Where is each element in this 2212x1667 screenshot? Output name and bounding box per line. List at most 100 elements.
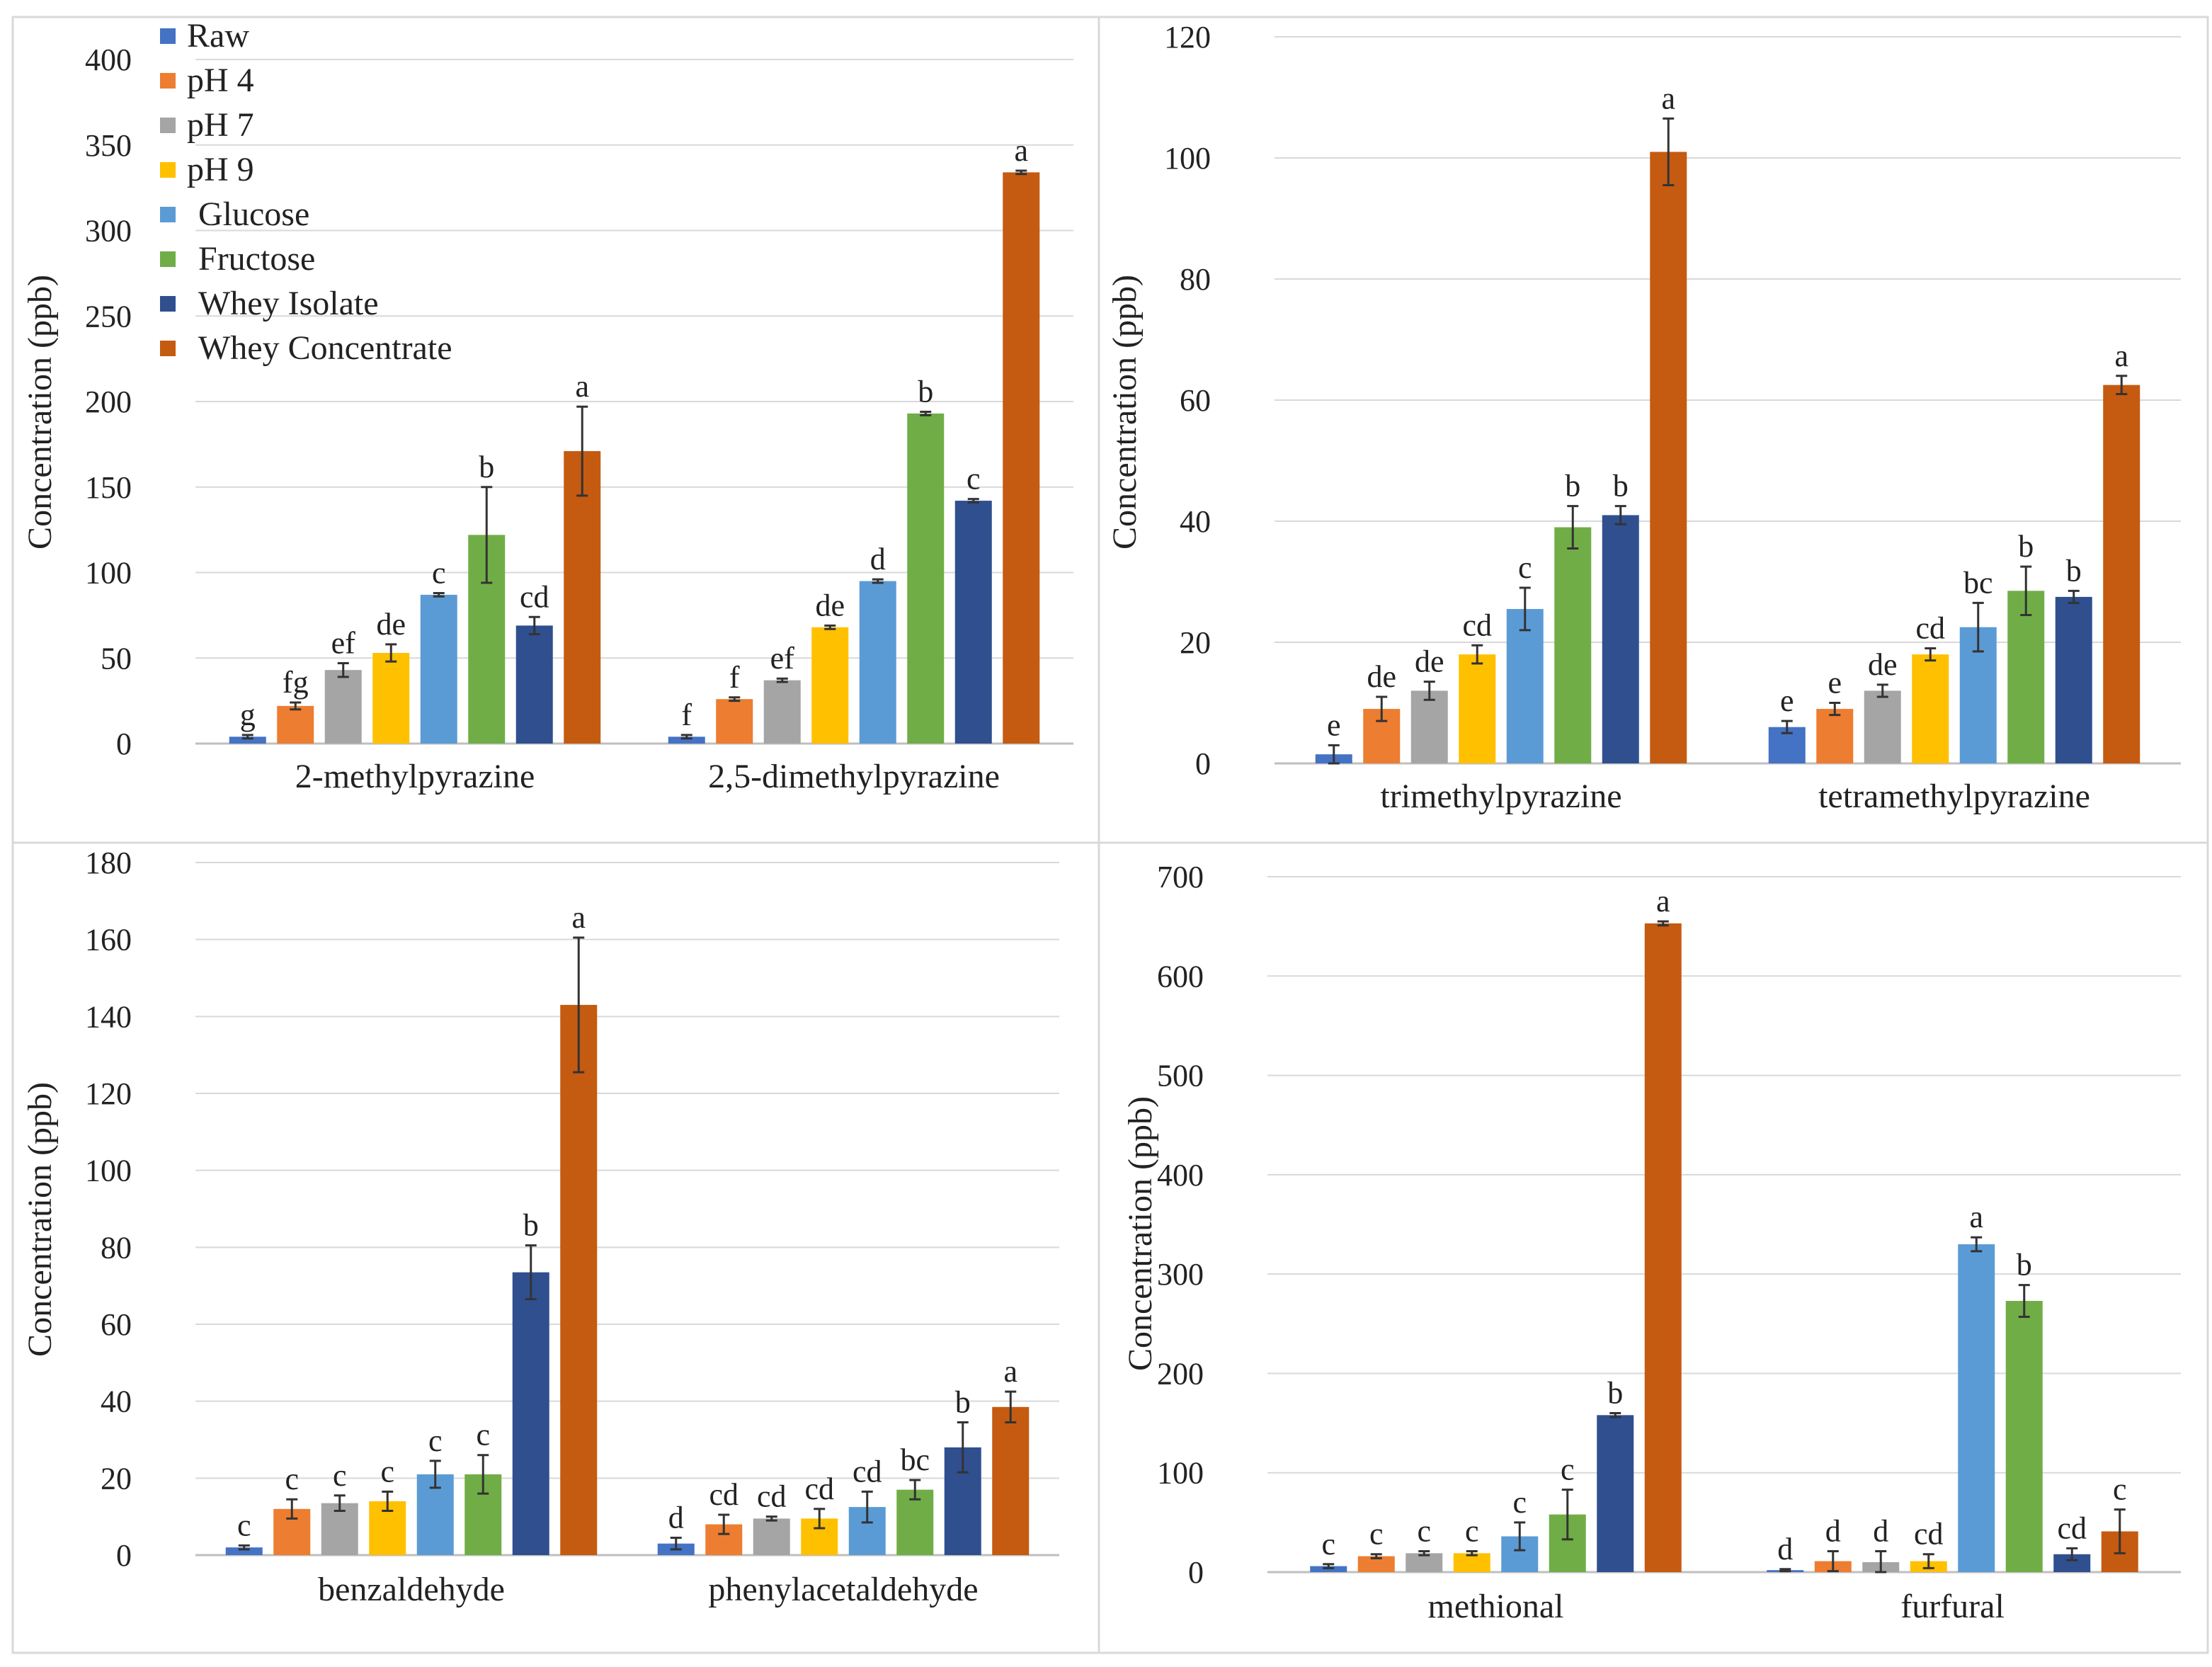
significance-label: c	[428, 1423, 443, 1458]
significance-label: a	[1656, 884, 1670, 918]
significance-label: c	[1561, 1452, 1575, 1487]
y-tick-label: 100	[85, 1154, 132, 1188]
legend-label-ph-7: pH 7	[187, 106, 254, 144]
bar-ph-7-tetramethylpyrazine	[1864, 690, 1901, 763]
significance-label: d	[668, 1501, 684, 1535]
significance-label: b	[955, 1385, 971, 1420]
significance-label: c	[1518, 550, 1532, 585]
y-tick-label: 20	[101, 1461, 132, 1496]
y-axis-label: Concentration (ppb)	[1106, 275, 1144, 550]
significance-label: ef	[331, 625, 356, 660]
bar-fructose-trimethylpyrazine	[1554, 527, 1592, 763]
significance-label: b	[523, 1208, 539, 1243]
significance-label: d	[1777, 1532, 1793, 1566]
y-tick-label: 100	[85, 556, 132, 591]
y-tick-label: 40	[1180, 504, 1211, 539]
category-label-2-5-dimethylpyrazine: 2,5-dimethylpyrazine	[708, 758, 1000, 795]
category-label-tetramethylpyrazine: tetramethylpyrazine	[1818, 778, 2090, 815]
bar-whey-isolate-methional	[1597, 1415, 1634, 1572]
legend: Raw pH 4 pH 7 pH 9 Glucose Fructose Whey Isola…	[160, 17, 452, 367]
category-label-trimethylpyrazine: trimethylpyrazine	[1380, 778, 1621, 815]
significance-label: a	[2114, 338, 2128, 373]
y-tick-label: 0	[116, 1538, 132, 1573]
bar-whey-concentrate-2-5-dimethylpyrazine	[1003, 172, 1040, 744]
legend-swatch-fructose	[160, 251, 176, 267]
legend-swatch-ph-4	[160, 73, 176, 89]
significance-label: fg	[283, 665, 309, 700]
significance-label: cd	[520, 579, 549, 614]
significance-label: cd	[804, 1472, 834, 1506]
bar-whey-concentrate-trimethylpyrazine	[1650, 152, 1687, 763]
bar-raw-benzaldehyde	[225, 1547, 263, 1555]
y-tick-label: 200	[85, 385, 132, 419]
significance-label: e	[1780, 683, 1794, 718]
significance-label: c	[1321, 1527, 1335, 1561]
y-axis-label: Concentration (ppb)	[21, 1082, 59, 1357]
bar-glucose-2-5-dimethylpyrazine	[859, 581, 896, 744]
panel-pyrazines-1: 0 50 100 150 200 250 300 350 400 Concentration (p…	[21, 42, 1073, 795]
significance-label: a	[1014, 133, 1028, 168]
bar-glucose-furfural	[1958, 1244, 1995, 1572]
significance-label: e	[1828, 666, 1842, 700]
bar-ph-9-methional	[1453, 1553, 1490, 1572]
significance-label: d	[1873, 1514, 1888, 1549]
y-tick-label: 600	[1157, 959, 1204, 994]
significance-label: de	[1415, 644, 1444, 679]
significance-label: c	[333, 1458, 347, 1493]
significance-label: a	[575, 369, 589, 404]
significance-label: a	[1661, 81, 1675, 115]
significance-label: d	[870, 542, 886, 576]
significance-label: c	[237, 1508, 251, 1542]
bar-whey-isolate-2-5-dimethylpyrazine	[954, 501, 992, 744]
significance-label: b	[1607, 1376, 1623, 1411]
bar-whey-concentrate-phenylacetaldehyde	[992, 1406, 1030, 1555]
y-tick-label: 0	[1188, 1555, 1204, 1590]
significance-label: bc	[1963, 565, 1993, 600]
significance-label: b	[2066, 553, 2082, 588]
category-label-furfural: furfural	[1900, 1588, 2005, 1625]
legend-swatch-whey-isolate	[160, 296, 176, 312]
legend-label-ph-4: pH 4	[187, 62, 254, 99]
significance-label: a	[1003, 1354, 1017, 1389]
bar-whey-concentrate-methional	[1644, 923, 1682, 1572]
y-tick-label: 500	[1157, 1059, 1204, 1093]
panel-aldehydes: 0 20 40 60 80 100 120 140 160 180 Concentration (p…	[21, 846, 1059, 1608]
significance-label: c	[432, 555, 446, 590]
y-tick-label: 40	[101, 1384, 132, 1419]
panel-pyrazines-2: 0 20 40 60 80 100 120 Concentration (ppb) trimet…	[1106, 20, 2181, 815]
significance-label: de	[376, 607, 406, 642]
figure-frame	[11, 16, 2209, 1654]
bar-ph-9-2-methylpyrazine	[372, 653, 410, 744]
significance-label: b	[2018, 529, 2034, 564]
y-tick-label: 200	[1157, 1356, 1204, 1391]
y-tick-label: 300	[1157, 1257, 1204, 1292]
significance-label: cd	[2057, 1510, 2087, 1545]
legend-swatch-whey-concentrate	[160, 341, 176, 356]
bar-ph-7-2-5-dimethylpyrazine	[763, 680, 801, 744]
y-tick-label: 120	[85, 1076, 132, 1111]
bar-whey-concentrate-benzaldehyde	[560, 1005, 598, 1555]
bar-ph-9-trimethylpyrazine	[1459, 654, 1496, 763]
significance-label: b	[1613, 469, 1629, 503]
significance-label: cd	[709, 1477, 739, 1512]
bar-ph-7-trimethylpyrazine	[1410, 690, 1448, 763]
significance-label: c	[967, 462, 981, 496]
bar-whey-isolate-2-methylpyrazine	[515, 625, 553, 744]
y-tick-label: 80	[1180, 262, 1211, 297]
bar-whey-isolate-trimethylpyrazine	[1602, 515, 1639, 763]
bar-ph-4-tetramethylpyrazine	[1816, 709, 1854, 763]
category-label-2-methylpyrazine: 2-methylpyrazine	[295, 758, 535, 795]
legend-label-whey-isolate: Whey Isolate	[198, 285, 379, 322]
significance-label: g	[240, 698, 256, 732]
y-tick-label: 60	[101, 1307, 132, 1342]
category-label-benzaldehyde: benzaldehyde	[318, 1571, 505, 1608]
significance-label: cd	[1914, 1517, 1944, 1552]
panel-methional-furfural: 0 100 200 300 400 500 600 700 Concentration (ppb…	[1122, 860, 2181, 1625]
y-tick-label: 0	[116, 727, 132, 761]
y-tick-label: 700	[1157, 860, 1204, 894]
y-tick-label: 120	[1164, 20, 1211, 55]
legend-label-fructose: Fructose	[198, 240, 315, 278]
bar-fructose-furfural	[2005, 1301, 2043, 1572]
significance-label: c	[1417, 1514, 1431, 1549]
